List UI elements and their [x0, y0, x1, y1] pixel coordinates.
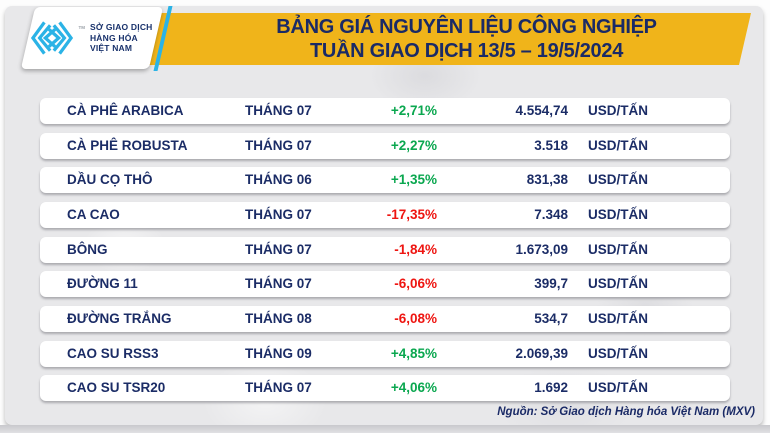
weekly-change-percent: -6,06% [394, 276, 437, 292]
commodity-name: ĐƯỜNG 11 [67, 276, 138, 292]
weekly-change-percent: +1,35% [390, 172, 437, 188]
mxv-org-line3: VIỆT NAM [89, 43, 133, 54]
price-unit: USD/TẤN [588, 103, 648, 118]
price-unit: USD/TẤN [588, 276, 648, 292]
price-unit: USD/TẤN [588, 380, 648, 396]
weekly-change-percent: +2,27% [390, 137, 437, 153]
weekly-change-percent: -1,84% [394, 241, 437, 257]
price-value: 2.069,39 [515, 345, 568, 361]
contract-month: THÁNG 07 [245, 276, 312, 292]
mxv-chevrons-icon [31, 21, 74, 55]
table-row: CÀ PHÊ ARABICA THÁNG 07 +2,71% 4.554,74 … [40, 98, 730, 124]
mxv-org-line2: HÀNG HÓA [89, 32, 138, 43]
contract-month: THÁNG 07 [245, 206, 312, 222]
table-row: CAO SU TSR20 THÁNG 07 +4,06% 1.692 USD/T… [40, 375, 730, 402]
contract-month: THÁNG 08 [245, 310, 312, 326]
commodity-name: CAO SU TSR20 [67, 380, 166, 396]
price-unit: USD/TẤN [588, 206, 648, 222]
weekly-change-percent: -17,35% [386, 206, 437, 222]
table-row: CÀ PHÊ ROBUSTA THÁNG 07 +2,27% 3.518 USD… [40, 132, 730, 159]
mxv-org-line1: SỞ GIAO DỊCH [89, 22, 153, 33]
price-unit: USD/TẤN [588, 345, 648, 361]
price-value: 1.692 [534, 380, 568, 396]
price-value: 1.673,09 [515, 241, 568, 257]
price-value: 4.554,74 [515, 103, 568, 118]
table-row: ĐƯỜNG 11 THÁNG 07 -6,06% 399,7 USD/TẤN [40, 271, 730, 298]
commodity-name: CA CAO [67, 206, 120, 222]
table-row: CA CAO THÁNG 07 -17,35% 7.348 USD/TẤN [40, 201, 730, 228]
photo-bottom-edge [0, 425, 770, 433]
commodity-name: DẦU CỌ THÔ [67, 172, 153, 188]
table-row: ĐƯỜNG TRẮNG THÁNG 08 -6,08% 534,7 USD/TẤ… [40, 305, 730, 332]
weekly-change-percent: +4,06% [390, 380, 437, 396]
price-unit: USD/TẤN [588, 241, 648, 257]
commodity-name: BÔNG [67, 241, 108, 257]
trademark-mark: TM [78, 24, 85, 30]
weekly-change-percent: +4,85% [390, 345, 437, 361]
price-unit: USD/TẤN [588, 137, 648, 153]
contract-month: THÁNG 07 [245, 380, 312, 396]
commodity-name: CAO SU RSS3 [67, 345, 159, 361]
mxv-org-name: SỞ GIAO DỊCH HÀNG HÓA VIỆT NAM [90, 22, 153, 54]
commodity-name: CÀ PHÊ ROBUSTA [67, 137, 188, 153]
board-title-line1: BẢNG GIÁ NGUYÊN LIỆU CÔNG NGHIỆP [276, 16, 657, 38]
source-note: Nguồn: Sở Giao dịch Hàng hóa Việt Nam (M… [497, 406, 755, 418]
price-unit: USD/TẤN [588, 310, 648, 326]
commodity-name: ĐƯỜNG TRẮNG [67, 310, 172, 326]
contract-month: THÁNG 07 [245, 103, 312, 118]
commodity-name: CÀ PHÊ ARABICA [67, 103, 184, 118]
weekly-change-percent: -6,08% [394, 310, 437, 326]
price-unit: USD/TẤN [588, 172, 648, 188]
price-value: 831,38 [526, 172, 568, 188]
mxv-logo-card: TM SỞ GIAO DỊCH HÀNG HÓA VIỆT NAM [20, 7, 164, 69]
board-title-line2: TUẦN GIAO DỊCH 13/5 – 19/5/2024 [309, 40, 624, 62]
table-row: DẦU CỌ THÔ THÁNG 06 +1,35% 831,38 USD/TẤ… [40, 167, 730, 194]
price-value: 399,7 [534, 276, 568, 292]
table-row: CAO SU RSS3 THÁNG 09 +4,85% 2.069,39 USD… [40, 340, 730, 367]
price-value: 3.518 [534, 137, 568, 153]
mxv-logo-content: TM SỞ GIAO DỊCH HÀNG HÓA VIỆT NAM [28, 7, 156, 69]
contract-month: THÁNG 06 [245, 172, 312, 188]
weekly-change-percent: +2,71% [390, 103, 437, 118]
contract-month: THÁNG 07 [245, 137, 312, 153]
board-title: BẢNG GIÁ NGUYÊN LIỆU CÔNG NGHIỆP TUẦN GI… [185, 15, 748, 63]
contract-month: THÁNG 07 [245, 241, 312, 257]
price-value: 534,7 [534, 310, 568, 326]
contract-month: THÁNG 09 [245, 345, 312, 361]
table-row: BÔNG THÁNG 07 -1,84% 1.673,09 USD/TẤN [40, 236, 730, 263]
board-background: TM SỞ GIAO DỊCH HÀNG HÓA VIỆT NAM BẢNG G… [5, 6, 763, 425]
price-value: 7.348 [534, 206, 568, 222]
